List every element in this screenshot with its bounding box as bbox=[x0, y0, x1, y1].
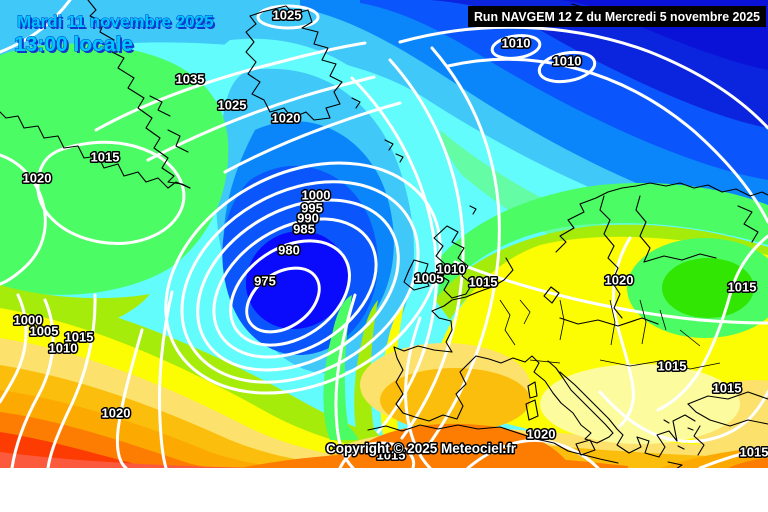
isobar-label: 1010 bbox=[49, 340, 78, 355]
isobar-contours bbox=[0, 0, 768, 468]
isobar-label: 1005 bbox=[30, 323, 59, 338]
isobar-label: 1015 bbox=[65, 329, 94, 344]
isobar-label: 1000 bbox=[302, 187, 331, 202]
isobar-label: 1010 bbox=[437, 261, 466, 276]
run-info-background bbox=[468, 6, 766, 27]
run-info-box: Run NAVGEM 12 Z du Mercredi 5 novembre 2… bbox=[468, 6, 766, 27]
geopotential-field bbox=[0, 0, 768, 468]
weather-map: 1025 1035 1025 1020 1015 1020 1010 1010 1000 995 9… bbox=[0, 0, 768, 468]
isobar-label: 985 bbox=[293, 221, 315, 236]
legend-bar: Géop. Z500 & pression au sol (+ 144h) 49… bbox=[0, 468, 768, 512]
isobar-label: 1025 bbox=[218, 97, 247, 112]
isobar-label: 980 bbox=[278, 242, 300, 257]
isobar-label: 1015 bbox=[728, 279, 757, 294]
isobar-label: 1005 bbox=[415, 270, 444, 285]
run-info-text: Run NAVGEM 12 Z du Mercredi 5 novembre 2… bbox=[474, 10, 760, 24]
isobar-label: 975 bbox=[254, 273, 276, 288]
date-line2: 13:00 locale bbox=[14, 33, 133, 56]
isobar-label: 1015 bbox=[377, 447, 406, 462]
date-line1-shadow: Mardi 11 novembre 2025 bbox=[19, 14, 216, 33]
isobar-label: 1020 bbox=[102, 405, 131, 420]
isobar-label: 1020 bbox=[23, 170, 52, 185]
date-overlay: Mardi 11 novembre 2025 Mardi 11 novembre… bbox=[14, 12, 216, 59]
isobar-label: 995 bbox=[301, 200, 323, 215]
isobar-label: 990 bbox=[297, 210, 319, 225]
isobar-label: 1015 bbox=[740, 444, 768, 459]
copyright-text: Copyright © 2025 Meteociel.fr bbox=[326, 441, 517, 456]
map-canvas: 1025103510251020101510201010101010009959… bbox=[0, 0, 768, 468]
isobar-label: 1020 bbox=[272, 110, 301, 125]
date-line1: Mardi 11 novembre 2025 bbox=[17, 12, 214, 31]
isobar-labels: 1025103510251020101510201010101010009959… bbox=[12, 6, 768, 464]
isobar-label: 1000 bbox=[14, 312, 43, 327]
date-line2-shadow: 13:00 locale bbox=[16, 35, 135, 58]
isobar-label: 1020 bbox=[605, 272, 634, 287]
isobar-label: 1010 bbox=[502, 35, 531, 50]
isobar-label: 1025 bbox=[273, 7, 302, 22]
isobar-label: 1020 bbox=[527, 426, 556, 441]
coastlines bbox=[0, 0, 768, 468]
isobar-label: 1015 bbox=[469, 274, 498, 289]
isobar-label: 1015 bbox=[91, 149, 120, 164]
isobar-label: 1015 bbox=[658, 358, 687, 373]
isobar-label: 1035 bbox=[176, 71, 205, 86]
isobar-label: 1015 bbox=[713, 380, 742, 395]
isobar-label: 1010 bbox=[553, 53, 582, 68]
